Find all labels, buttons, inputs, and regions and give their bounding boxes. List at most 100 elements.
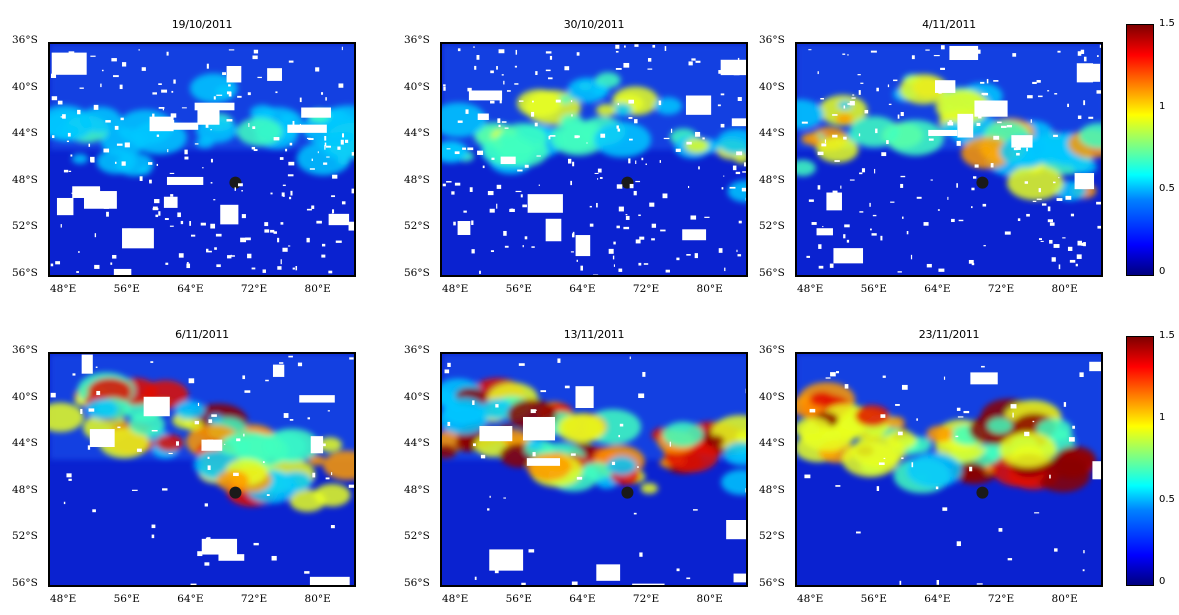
lon-tick-label: 72°E <box>987 283 1015 295</box>
lat-tick-label: 48°S <box>12 173 38 186</box>
lon-tick-label: 48°E <box>442 593 469 605</box>
cloud-mask <box>801 44 1101 273</box>
cloud-mask <box>804 361 1101 585</box>
lat-tick-label: 36°S <box>404 34 430 46</box>
lon-tick-label: 56°E <box>113 593 140 605</box>
chlorophyll-map-panel <box>48 352 356 587</box>
lon-tick-label: 56°E <box>505 593 532 605</box>
lat-tick-label: 44°S <box>12 127 38 140</box>
colorbar-tick-label: 1 <box>1159 412 1166 423</box>
colorbar-tick-label: 0.5 <box>1159 494 1175 505</box>
lon-tick-label: 80°E <box>304 593 331 605</box>
lat-tick-label: 56°S <box>12 267 38 279</box>
lon-tick-label: 64°E <box>569 593 596 605</box>
colorbar-gradient <box>1126 24 1154 276</box>
lon-tick-label: 72°E <box>632 283 660 295</box>
lon-tick-label: 48°E <box>797 283 824 295</box>
colorbar: 1.5 1 0.5 0 <box>1126 330 1175 587</box>
cloud-mask <box>50 354 354 585</box>
lon-tick-label: 80°E <box>1051 593 1078 605</box>
panel-date-title: 19/10/2011 <box>171 18 233 31</box>
lat-tick-label: 52°S <box>404 220 430 233</box>
colorbar: 1.5 1 0.5 0 <box>1126 18 1175 277</box>
panel-date-title: 6/11/2011 <box>175 328 229 341</box>
lon-tick-label: 72°E <box>240 593 268 605</box>
island-marker <box>621 486 634 499</box>
lat-tick-label: 40°S <box>404 80 430 93</box>
lat-tick-label: 56°S <box>12 577 38 589</box>
island-marker <box>229 176 242 189</box>
lat-tick-label: 40°S <box>12 390 38 403</box>
lat-tick-label: 48°S <box>404 483 430 496</box>
lat-tick-label: 44°S <box>404 437 430 450</box>
lon-tick-label: 64°E <box>569 283 596 295</box>
lat-tick-label: 56°S <box>759 267 785 279</box>
lon-tick-label: 64°E <box>924 593 951 605</box>
lat-tick-label: 52°S <box>759 530 785 543</box>
lat-tick-label: 52°S <box>759 220 785 233</box>
lon-tick-label: 72°E <box>987 593 1015 605</box>
panel-date-title: 13/11/2011 <box>563 328 625 341</box>
lon-tick-label: 72°E <box>240 283 268 295</box>
lon-tick-label: 80°E <box>304 283 331 295</box>
colorbar-tick-label: 0.5 <box>1159 183 1175 195</box>
lon-tick-label: 48°E <box>50 283 77 295</box>
panel-date-title: 30/10/2011 <box>563 18 625 31</box>
island-marker <box>976 176 989 189</box>
chlorophyll-map-panel <box>440 352 748 587</box>
lon-tick-label: 72°E <box>632 593 660 605</box>
lat-tick-label: 40°S <box>12 80 38 93</box>
colorbar-tick-label: 1.5 <box>1159 18 1175 29</box>
lon-tick-label: 48°E <box>50 593 77 605</box>
lat-tick-label: 48°S <box>404 173 430 186</box>
lon-tick-label: 48°E <box>442 283 469 295</box>
lon-tick-label: 80°E <box>1051 283 1078 295</box>
panel-date-title: 4/11/2011 <box>922 18 976 31</box>
chlorophyll-map-panel <box>795 42 1103 277</box>
colorbar-gradient <box>1126 336 1154 586</box>
chlorophyll-map-panel <box>440 42 748 277</box>
lat-tick-label: 36°S <box>759 344 785 356</box>
colorbar-tick-label: 0 <box>1159 266 1166 277</box>
lon-tick-label: 64°E <box>177 283 204 295</box>
lat-tick-label: 44°S <box>12 437 38 450</box>
chlorophyll-map-panel <box>795 352 1103 587</box>
lat-tick-label: 48°S <box>759 173 785 186</box>
cloud-mask <box>442 44 746 275</box>
lon-tick-label: 80°E <box>696 593 723 605</box>
lon-tick-label: 64°E <box>177 593 204 605</box>
lat-tick-label: 40°S <box>759 80 785 93</box>
lat-tick-label: 44°S <box>759 127 785 140</box>
lat-tick-label: 40°S <box>404 390 430 403</box>
lon-tick-label: 56°E <box>860 593 887 605</box>
lat-tick-label: 56°S <box>759 577 785 589</box>
colorbar-tick-label: 1 <box>1159 100 1166 112</box>
panel-date-title: 23/11/2011 <box>918 328 980 341</box>
lat-tick-label: 44°S <box>759 437 785 450</box>
island-marker <box>976 486 989 499</box>
colorbar-tick-label: 1.5 <box>1159 330 1175 341</box>
colorbar-tick-label: 0 <box>1159 576 1166 587</box>
lat-tick-label: 48°S <box>759 483 785 496</box>
bloom-layer <box>442 72 746 203</box>
lon-tick-label: 64°E <box>924 283 951 295</box>
lat-tick-label: 56°S <box>404 267 430 279</box>
lat-tick-label: 52°S <box>12 220 38 233</box>
lon-tick-label: 48°E <box>797 593 824 605</box>
cloud-mask <box>50 46 354 275</box>
lon-tick-label: 56°E <box>113 283 140 295</box>
bloom-layer <box>797 382 1096 494</box>
lat-tick-label: 48°S <box>12 483 38 496</box>
cloud-mask <box>444 356 746 585</box>
lat-tick-label: 36°S <box>404 344 430 356</box>
lat-tick-label: 36°S <box>759 34 785 46</box>
lat-tick-label: 40°S <box>759 390 785 403</box>
chlorophyll-map-panel <box>48 42 356 277</box>
lat-tick-label: 56°S <box>404 577 430 589</box>
lat-tick-label: 36°S <box>12 344 38 356</box>
lat-tick-label: 44°S <box>404 127 430 140</box>
bloom-layer <box>50 73 354 177</box>
lon-tick-label: 80°E <box>696 283 723 295</box>
lat-tick-label: 52°S <box>12 530 38 543</box>
lat-tick-label: 36°S <box>12 34 38 46</box>
